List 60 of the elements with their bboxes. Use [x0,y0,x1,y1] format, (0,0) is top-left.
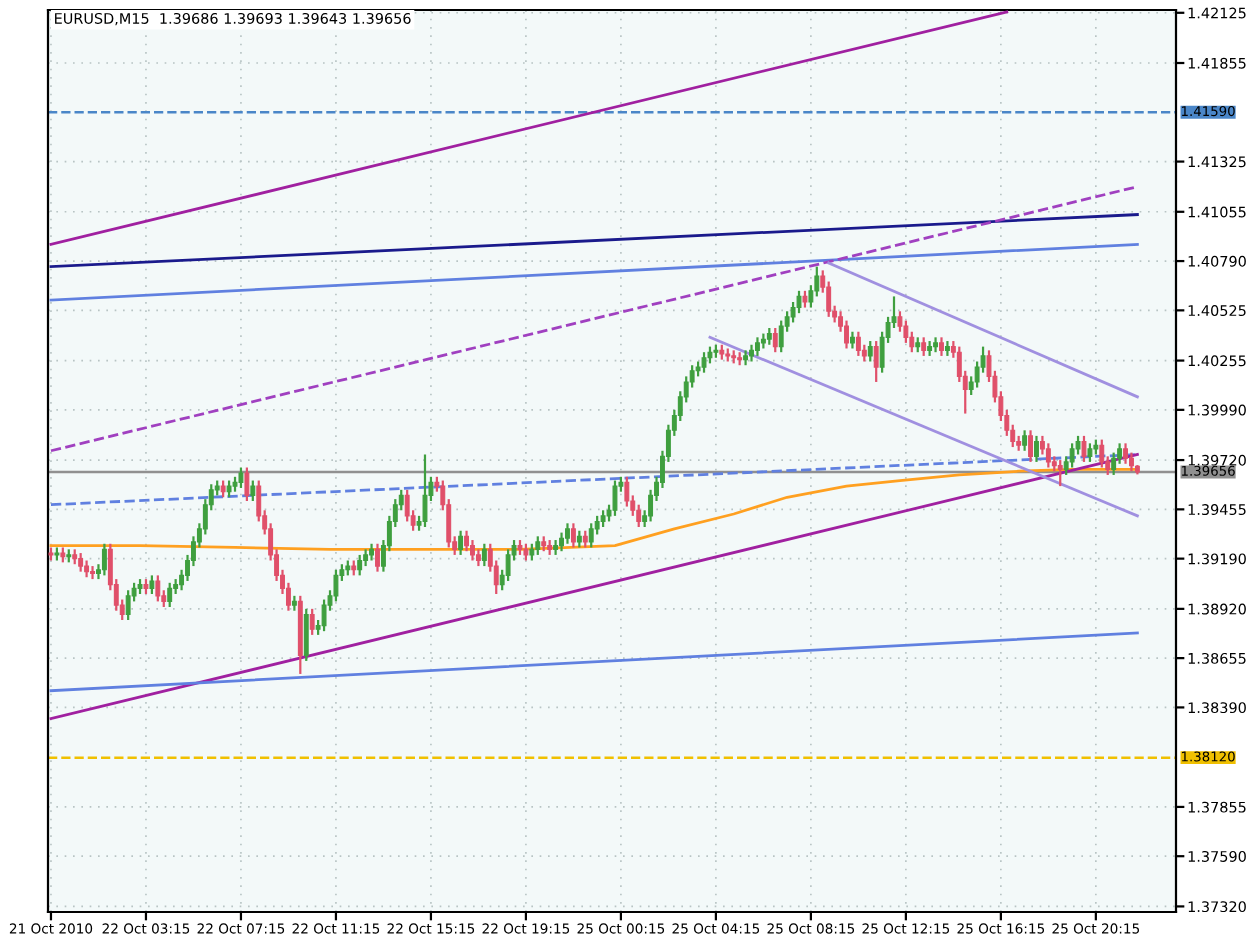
candlestick [149,574,155,596]
candlestick [778,319,784,354]
candlestick [357,553,363,577]
candlestick [238,466,244,490]
candlestick [1123,442,1128,465]
candlestick [155,574,161,603]
candlestick [772,326,778,354]
candlestick [1129,451,1134,473]
candlestick [250,479,256,503]
candlestick [565,522,570,545]
candlestick [624,475,630,508]
candlestick [1081,434,1087,464]
candlestick [309,607,315,636]
candlestick [636,503,642,529]
candlestick [535,535,541,557]
candlestick [1087,442,1093,464]
line-series [49,467,1139,551]
candlestick [90,564,95,581]
candlestick [612,479,618,517]
candlestick [754,336,760,358]
candlestick [921,336,927,358]
candlestick [933,336,939,354]
candlestick [101,542,107,577]
candlestick [844,319,849,350]
candlestick [855,330,861,358]
candlestick [570,522,576,549]
candlestick [743,349,749,367]
candlestick [701,351,707,374]
candlestick [1111,451,1117,477]
candlestick [321,598,327,633]
candlestick [404,488,410,523]
candlestick [125,589,131,622]
candlestick [244,466,250,503]
candlestick [1028,429,1034,464]
candlestick [464,529,470,553]
candlestick [1057,458,1063,488]
candlestick [470,538,475,562]
candlestick [944,339,950,358]
candlestick [1034,434,1039,464]
candlestick [588,522,594,549]
candlestick [1022,429,1028,452]
candlestick [1099,438,1105,469]
candlestick [559,531,564,553]
candlestick [903,319,909,345]
candlestick [167,581,173,609]
candlestick [1069,442,1075,469]
candlestick [333,568,339,603]
candlestick [1045,442,1051,469]
candlestick [553,538,559,557]
candlestick [873,339,879,384]
candlestick [375,542,380,573]
candlestick [78,551,84,573]
candlestick [481,542,487,568]
candlestick [867,339,873,363]
candlestick [303,607,309,663]
candlestick [796,289,802,315]
candlestick [505,548,511,583]
candlestick [939,336,944,358]
candlestick [458,529,464,557]
candlestick [422,453,428,529]
